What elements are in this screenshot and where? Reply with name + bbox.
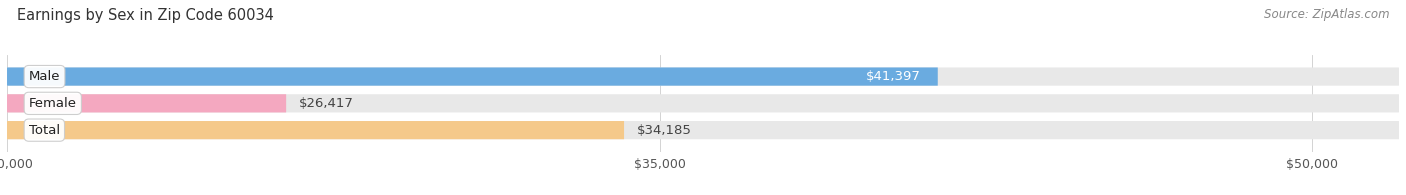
- Text: Earnings by Sex in Zip Code 60034: Earnings by Sex in Zip Code 60034: [17, 8, 274, 23]
- Text: $41,397: $41,397: [866, 70, 921, 83]
- Text: Source: ZipAtlas.com: Source: ZipAtlas.com: [1264, 8, 1389, 21]
- FancyBboxPatch shape: [7, 67, 1399, 86]
- FancyBboxPatch shape: [7, 121, 1399, 139]
- FancyBboxPatch shape: [7, 94, 287, 113]
- Text: Female: Female: [28, 97, 77, 110]
- FancyBboxPatch shape: [7, 121, 624, 139]
- Text: $34,185: $34,185: [637, 124, 692, 137]
- FancyBboxPatch shape: [7, 94, 1399, 113]
- Text: Male: Male: [28, 70, 60, 83]
- Text: $26,417: $26,417: [299, 97, 354, 110]
- FancyBboxPatch shape: [7, 67, 938, 86]
- Text: Total: Total: [28, 124, 60, 137]
